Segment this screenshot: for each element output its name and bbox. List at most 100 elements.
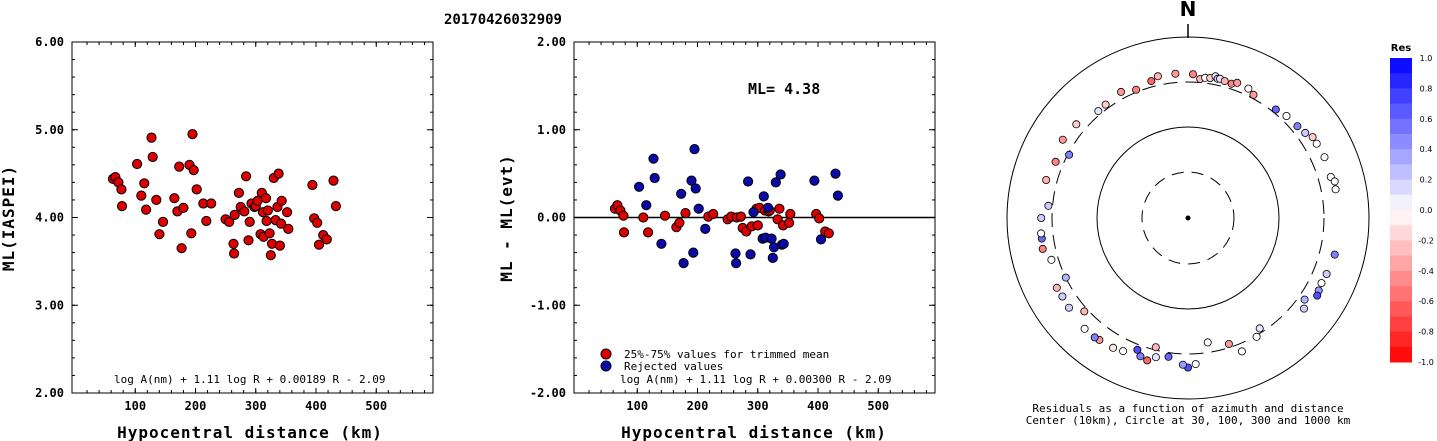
x-tick-label: 400 xyxy=(305,399,327,413)
x-tick-label: 500 xyxy=(365,399,387,413)
station-point xyxy=(1330,177,1339,186)
data-point xyxy=(785,208,796,220)
formula-text: log A(nm) + 1.11 log R + 0.00300 R - 2.0… xyxy=(620,373,892,386)
data-point xyxy=(618,210,629,221)
data-point xyxy=(686,175,697,186)
station-point xyxy=(1322,269,1331,278)
data-point xyxy=(229,209,240,220)
colorbar-tick-label: 0.0 xyxy=(1420,206,1433,215)
data-point xyxy=(116,201,128,212)
station-point xyxy=(1312,139,1321,148)
station-point xyxy=(1061,273,1070,282)
plot-frame xyxy=(71,41,434,394)
station-point xyxy=(1249,90,1258,99)
station-point xyxy=(1080,324,1089,333)
data-point xyxy=(778,238,789,249)
data-point xyxy=(233,187,244,198)
station-point xyxy=(1252,332,1261,341)
x-ticks: 100 200 300 400 500 xyxy=(86,42,425,413)
station-point xyxy=(1282,112,1291,121)
data-point xyxy=(239,206,250,217)
data-point xyxy=(260,193,272,204)
data-point xyxy=(116,184,127,195)
station-point xyxy=(1300,295,1309,304)
y-axis-label: ML(IASPEI) xyxy=(0,165,18,271)
ring-300km xyxy=(1051,81,1325,355)
station-point xyxy=(1320,153,1329,162)
data-points xyxy=(609,144,844,269)
station-point xyxy=(1058,292,1067,301)
station-point xyxy=(1330,250,1339,259)
station-point xyxy=(1317,279,1326,288)
station-point xyxy=(1132,85,1141,94)
y-tick-label: 5.00 xyxy=(35,123,64,137)
station-point xyxy=(1255,324,1264,333)
data-point xyxy=(262,205,273,216)
data-point xyxy=(313,239,325,250)
data-point xyxy=(154,229,165,240)
x-tick-label: 300 xyxy=(245,399,267,413)
data-point xyxy=(136,190,147,201)
data-point xyxy=(241,171,252,182)
data-point xyxy=(186,228,197,239)
colorbar-ticks: 1.0 0.8 0.6 0.4 0.2 0.0 -0.2 -0.4 -0.6 -0.8 -1.0 xyxy=(1418,54,1434,367)
station-point xyxy=(1117,87,1126,96)
colorbar-cell xyxy=(1390,301,1412,317)
station-point xyxy=(1244,84,1253,93)
data-point xyxy=(832,190,844,201)
data-point xyxy=(770,177,781,188)
data-point xyxy=(689,144,700,155)
legend-label-rejected: Rejected values xyxy=(624,360,723,373)
formula-text: log A(nm) + 1.11 log R + 0.00189 R - 2.0… xyxy=(114,373,386,386)
station-point xyxy=(1065,303,1074,312)
x-tick-label: 400 xyxy=(807,399,829,413)
ring-1000km xyxy=(1006,36,1370,400)
data-point xyxy=(730,248,741,259)
station-point xyxy=(1037,229,1046,238)
y-ticks: 2.00 3.00 4.00 5.00 6.00 xyxy=(35,35,433,400)
data-point xyxy=(784,217,795,228)
colorbar-tick-label: 0.6 xyxy=(1420,115,1433,124)
data-point xyxy=(188,165,199,176)
data-point xyxy=(823,228,834,239)
data-point xyxy=(774,203,785,214)
data-point xyxy=(678,258,689,269)
x-tick-label: 100 xyxy=(124,399,146,413)
colorbar-cell xyxy=(1390,210,1412,226)
data-points xyxy=(107,129,341,261)
colorbar-cell xyxy=(1390,194,1412,211)
x-tick-label: 200 xyxy=(185,399,207,413)
data-point xyxy=(643,227,654,238)
data-point xyxy=(731,258,742,269)
data-point xyxy=(775,169,786,180)
colorbar-tick-label: -0.8 xyxy=(1418,328,1434,337)
data-point xyxy=(244,216,255,227)
station-point xyxy=(1072,120,1081,129)
data-point xyxy=(312,217,323,228)
colorbar-tick-label: -0.6 xyxy=(1418,297,1434,306)
data-point xyxy=(743,176,754,187)
data-point xyxy=(264,228,275,239)
data-point xyxy=(766,233,777,244)
station-point xyxy=(1051,157,1060,166)
station-point xyxy=(1233,78,1242,87)
colorbar-cell xyxy=(1390,346,1412,363)
station-point xyxy=(1038,244,1047,253)
colorbar-cell xyxy=(1390,240,1412,257)
data-point xyxy=(752,220,763,231)
data-point xyxy=(676,188,687,199)
data-point xyxy=(169,193,180,204)
caption-line-1: Residuals as a function of azimuth and d… xyxy=(1032,402,1343,415)
station-point xyxy=(1301,128,1310,137)
data-point xyxy=(830,168,841,179)
station-point xyxy=(1119,347,1128,356)
data-point xyxy=(700,223,711,234)
colorbar-cell xyxy=(1390,73,1412,89)
x-axis-label: Hypocentral distance (km) xyxy=(621,423,887,441)
station-point xyxy=(1151,353,1160,362)
station-point xyxy=(1191,360,1200,369)
data-point xyxy=(141,204,152,215)
ml-annotation: ML= 4.38 xyxy=(748,80,820,98)
colorbar-cell xyxy=(1390,316,1412,333)
